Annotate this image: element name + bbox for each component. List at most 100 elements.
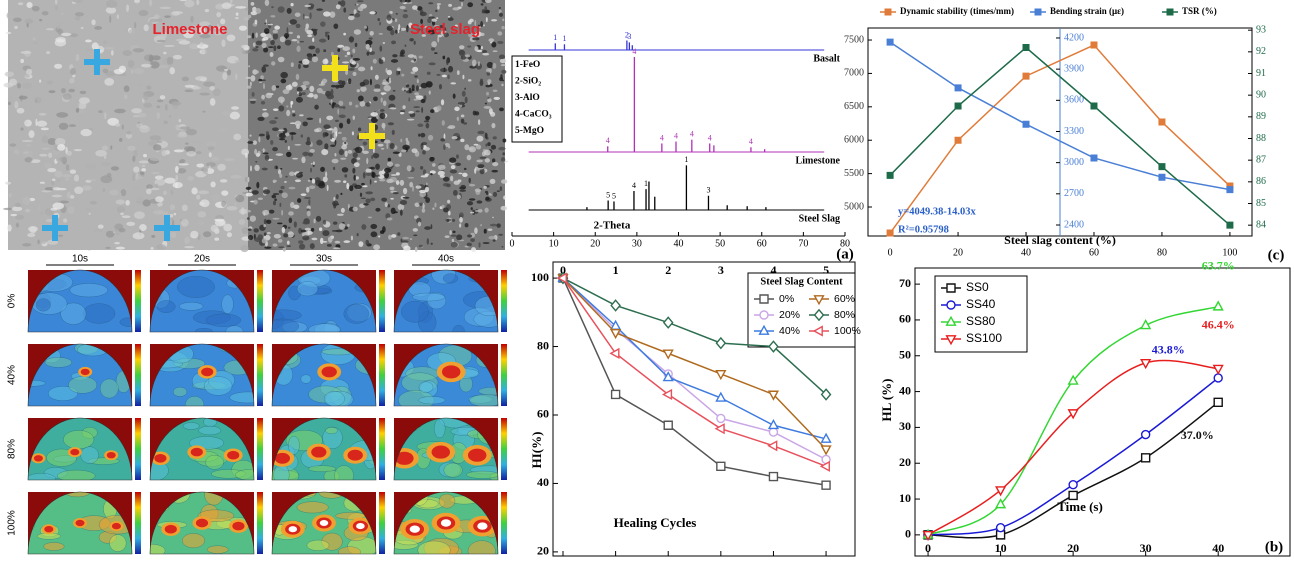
grain bbox=[271, 6, 274, 8]
grain bbox=[391, 174, 397, 176]
grain bbox=[101, 104, 105, 112]
thermal-patch bbox=[68, 377, 97, 394]
grain bbox=[351, 236, 353, 241]
grain bbox=[110, 145, 112, 149]
grain bbox=[136, 201, 142, 203]
grain bbox=[142, 165, 146, 167]
grain bbox=[371, 231, 378, 237]
grain bbox=[111, 166, 119, 170]
grain bbox=[361, 224, 366, 230]
grain bbox=[222, 111, 231, 116]
grain bbox=[299, 244, 305, 250]
grain bbox=[413, 234, 417, 236]
grain bbox=[282, 227, 285, 233]
grain bbox=[500, 206, 507, 211]
grain bbox=[415, 203, 420, 208]
marker bbox=[716, 338, 725, 348]
grain bbox=[287, 231, 293, 237]
grain bbox=[419, 190, 426, 193]
grain bbox=[143, 94, 149, 101]
grain bbox=[416, 85, 419, 91]
grain bbox=[146, 188, 152, 194]
panel-label: (b) bbox=[1265, 539, 1283, 555]
grain bbox=[9, 79, 17, 86]
grain bbox=[203, 81, 215, 86]
figure: LimestoneSteel slag10s20s30s40s0%40%80%1… bbox=[0, 0, 1294, 561]
grain bbox=[247, 141, 253, 144]
grain bbox=[291, 62, 294, 67]
grain bbox=[364, 26, 367, 29]
grain bbox=[429, 157, 434, 162]
grain bbox=[61, 33, 72, 36]
grain bbox=[5, 32, 11, 34]
x-tick-label: 30 bbox=[632, 238, 642, 249]
grain bbox=[206, 162, 216, 167]
grain bbox=[461, 2, 463, 7]
grain bbox=[199, 93, 210, 96]
grain bbox=[333, 247, 340, 249]
grain bbox=[86, 208, 91, 211]
grain bbox=[396, 180, 400, 185]
grain bbox=[447, 200, 450, 204]
grain bbox=[454, 107, 459, 112]
grain bbox=[343, 180, 346, 183]
grain bbox=[342, 61, 349, 63]
grain bbox=[241, 45, 248, 49]
grain bbox=[199, 202, 205, 206]
grain bbox=[116, 247, 125, 250]
grain bbox=[497, 31, 502, 35]
series-label: Basalt bbox=[813, 53, 840, 64]
grain bbox=[76, 108, 79, 113]
annotation: y=4049.38-14.03x bbox=[898, 206, 976, 217]
grain bbox=[401, 150, 407, 153]
grain bbox=[296, 74, 300, 80]
grain bbox=[354, 162, 360, 167]
grain bbox=[80, 129, 91, 136]
grain bbox=[486, 92, 489, 96]
grain bbox=[373, 59, 377, 64]
grain bbox=[143, 154, 147, 157]
grain bbox=[478, 61, 480, 66]
grain bbox=[390, 187, 395, 191]
marker bbox=[955, 103, 961, 109]
hotspot bbox=[201, 368, 213, 377]
grain bbox=[450, 170, 457, 174]
grain bbox=[500, 59, 506, 64]
grain bbox=[184, 237, 190, 244]
grain bbox=[231, 106, 239, 110]
value-label: 46.4% bbox=[1202, 317, 1235, 331]
grain bbox=[234, 202, 237, 205]
grain bbox=[7, 225, 12, 232]
grain bbox=[274, 117, 278, 119]
grain bbox=[117, 206, 125, 213]
grain bbox=[187, 176, 193, 181]
grain bbox=[406, 138, 408, 142]
grain bbox=[306, 141, 312, 145]
grain bbox=[22, 197, 30, 205]
grain bbox=[447, 75, 449, 80]
grain bbox=[451, 242, 458, 248]
grain bbox=[155, 184, 158, 188]
grain bbox=[245, 153, 248, 158]
grain bbox=[355, 147, 363, 153]
grain bbox=[484, 6, 487, 10]
marker bbox=[1091, 42, 1097, 48]
x-axis-label: Healing Cycles bbox=[614, 515, 697, 530]
grain bbox=[327, 94, 334, 99]
grain bbox=[353, 72, 357, 76]
y2-tick-label: 3300 bbox=[1064, 126, 1084, 137]
grain bbox=[480, 79, 483, 84]
grain bbox=[386, 179, 393, 183]
grain bbox=[410, 238, 413, 240]
grain bbox=[313, 161, 315, 165]
grain bbox=[484, 149, 491, 155]
legend-label: SS40 bbox=[966, 297, 996, 311]
peak-label: 1 bbox=[644, 179, 648, 188]
grain bbox=[59, 123, 68, 130]
x-tick-label: 70 bbox=[798, 238, 808, 249]
grain bbox=[459, 217, 463, 223]
grain bbox=[309, 86, 314, 92]
grain bbox=[278, 239, 283, 243]
grain bbox=[384, 168, 391, 173]
grain bbox=[251, 2, 255, 6]
